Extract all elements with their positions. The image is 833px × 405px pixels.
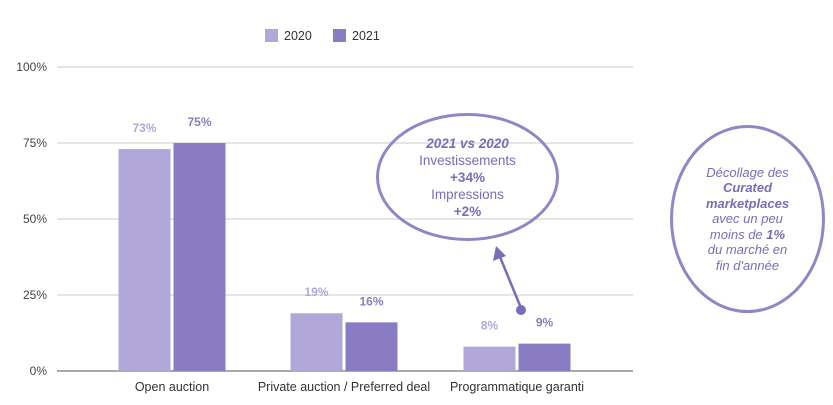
data-label-2021: 9% <box>536 316 554 330</box>
curated-line-4: avec un peu <box>712 211 783 227</box>
bar-2020-2 <box>463 346 516 371</box>
curated-line-3: marketplaces <box>705 195 790 211</box>
bar-2020-0 <box>118 149 171 371</box>
curated-line-2: Curated <box>722 180 773 196</box>
data-label-2020: 8% <box>481 319 499 333</box>
legend-label-2021: 2021 <box>352 29 380 43</box>
arrow-line <box>498 256 523 309</box>
data-label-2020: 19% <box>304 285 328 299</box>
y-tick-label: 100% <box>16 60 47 74</box>
bar-2021-1 <box>345 322 398 371</box>
curated-share: 1% <box>766 226 786 242</box>
legend-swatch-2020 <box>265 29 278 42</box>
y-tick-label: 25% <box>23 288 47 302</box>
y-tick-label: 0% <box>30 364 48 378</box>
y-tick-label: 50% <box>23 212 47 226</box>
comparison-callout: 2021 vs 2020 Investissements +34% Impres… <box>376 113 559 241</box>
bar-2020-1 <box>290 313 343 371</box>
bar-2021-0 <box>173 143 226 371</box>
arrow-tail-dot <box>516 305 526 315</box>
impressions-label: Impressions <box>431 186 504 202</box>
x-tick-label: Private auction / Preferred deal <box>258 380 430 394</box>
impressions-change: +2% <box>453 203 482 219</box>
curated-line-5: moins de 1% <box>710 227 785 243</box>
data-label-2021: 75% <box>187 115 211 129</box>
legend-label-2020: 2020 <box>284 29 312 43</box>
x-tick-label: Programmatique garanti <box>450 380 584 394</box>
data-label-2021: 16% <box>359 294 383 308</box>
investment-change: +34% <box>450 169 485 185</box>
curated-callout: Décollage des Curated marketplaces avec … <box>670 125 825 313</box>
bar-2021-2 <box>518 343 571 371</box>
curated-line-7: fin d'année <box>715 257 780 273</box>
curated-line-5-text: moins de <box>709 226 767 242</box>
curated-line-1: Décollage des <box>706 164 789 180</box>
y-tick-label: 75% <box>23 136 47 150</box>
comparison-title: 2021 vs 2020 <box>426 135 509 151</box>
x-tick-label: Open auction <box>135 380 209 394</box>
investment-label: Investissements <box>419 152 516 168</box>
data-label-2020: 73% <box>132 121 156 135</box>
curated-line-6: du marché en <box>707 242 788 258</box>
arrow-head <box>493 246 506 261</box>
legend-swatch-2021 <box>333 29 346 42</box>
